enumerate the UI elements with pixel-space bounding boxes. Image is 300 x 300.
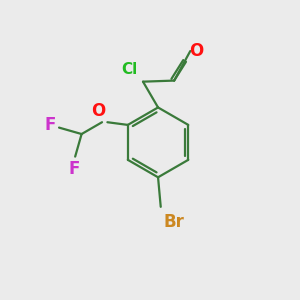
Text: O: O: [189, 42, 203, 60]
Text: Br: Br: [164, 213, 185, 231]
Text: F: F: [68, 160, 80, 178]
Text: F: F: [45, 116, 56, 134]
Text: Cl: Cl: [122, 62, 138, 77]
Text: O: O: [91, 101, 105, 119]
